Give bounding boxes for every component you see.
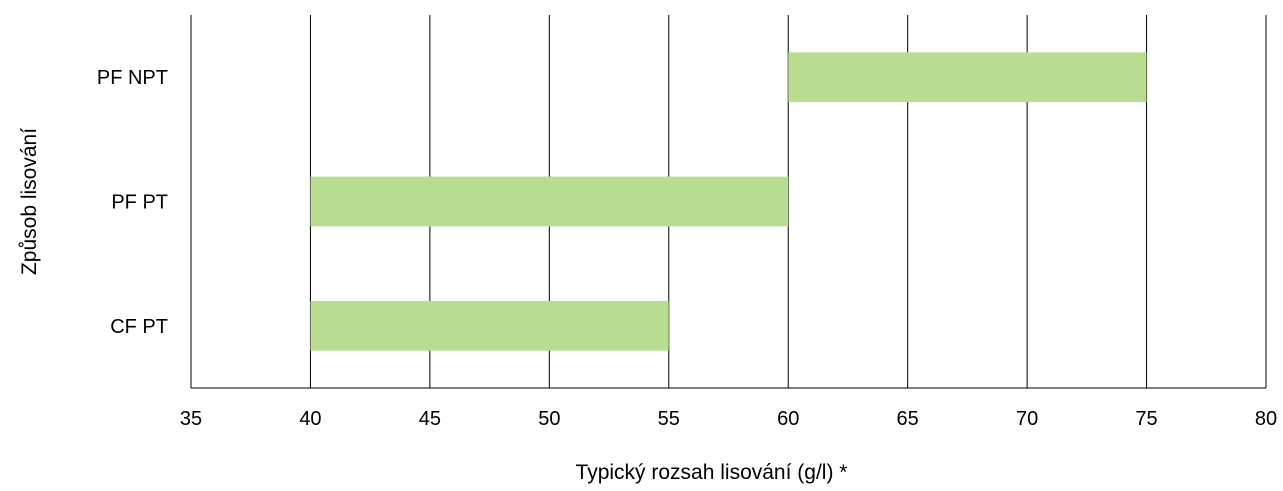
x-tick-labels: 35 40 45 50 55 60 65 70 75 80: [180, 408, 1277, 430]
x-tick-label-70: 70: [1016, 408, 1038, 430]
x-tick-label-75: 75: [1135, 408, 1157, 430]
category-label-pf-npt: PF NPT: [97, 67, 168, 89]
x-tick-label-50: 50: [538, 408, 560, 430]
category-labels: PF NPT PF PT CF PT: [97, 67, 168, 338]
x-tick-label-45: 45: [419, 408, 441, 430]
bar-cf-pt: [310, 300, 669, 351]
x-tick-label-35: 35: [180, 408, 202, 430]
x-tick-label-80: 80: [1255, 408, 1277, 430]
x-axis-title: Typický rozsah lisování (g/l) *: [576, 461, 848, 484]
y-axis-title: Způsob lisování: [18, 128, 41, 275]
bar-pf-pt: [310, 176, 789, 227]
category-label-pf-pt: PF PT: [111, 192, 168, 214]
x-tick-label-55: 55: [658, 408, 680, 430]
axes: [190, 15, 1266, 389]
x-tick-label-65: 65: [897, 408, 919, 430]
category-label-cf-pt: CF PT: [110, 316, 168, 338]
bar-pf-npt: [788, 52, 1147, 103]
x-tick-label-60: 60: [777, 408, 799, 430]
bars: [310, 52, 1147, 351]
x-tick-label-40: 40: [299, 408, 321, 430]
